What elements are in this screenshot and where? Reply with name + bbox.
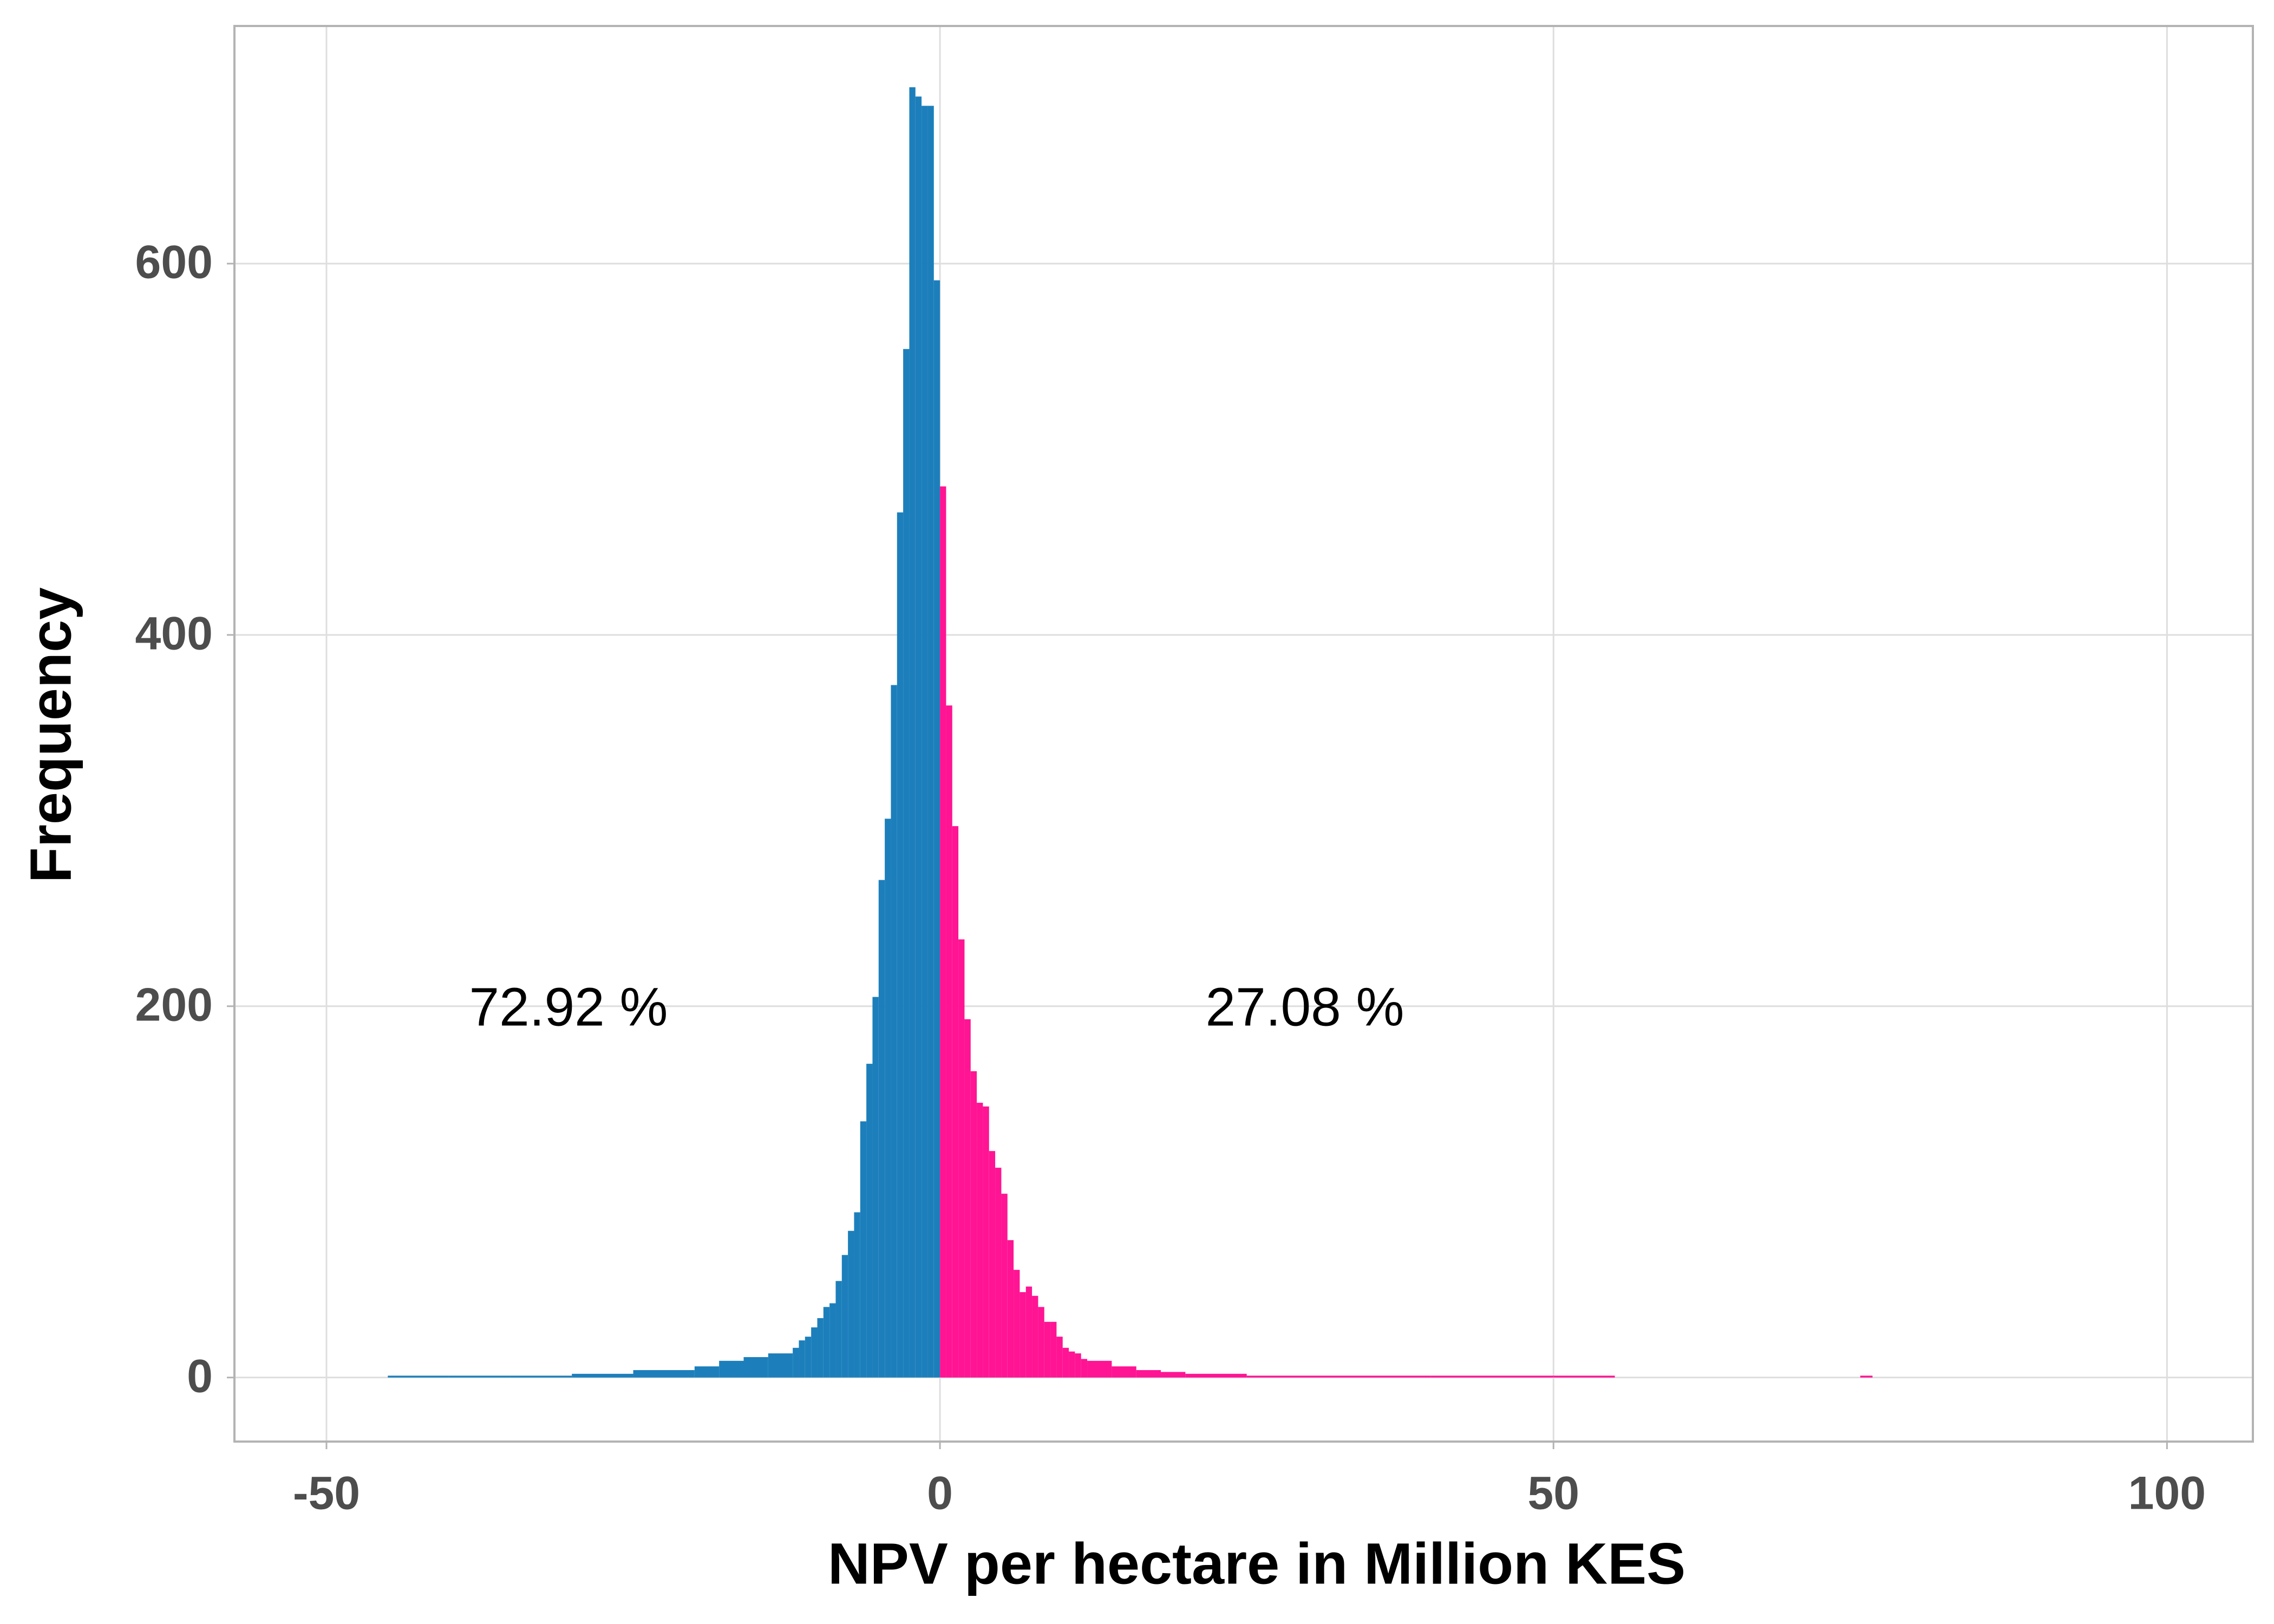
x-axis-title: NPV per hectare in Million KES xyxy=(828,1531,1685,1596)
histogram-bar xyxy=(743,1357,768,1378)
histogram-bar xyxy=(835,1281,842,1378)
histogram-bar xyxy=(1081,1359,1088,1378)
histogram-bar xyxy=(694,1366,720,1378)
histogram-bar xyxy=(915,96,922,1378)
histogram-bar xyxy=(793,1347,799,1378)
histogram-bar xyxy=(872,997,879,1378)
histogram-bar xyxy=(989,1151,996,1378)
histogram-bar xyxy=(891,685,897,1378)
histogram-bar xyxy=(1860,1376,1873,1378)
histogram-bar xyxy=(909,87,916,1378)
histogram-bar xyxy=(823,1307,830,1378)
annotation: 72.92 % xyxy=(469,977,668,1037)
histogram-bar xyxy=(510,1376,572,1378)
histogram-bar xyxy=(964,1019,971,1378)
histogram-bar xyxy=(1014,1269,1020,1378)
histogram-bar xyxy=(1075,1353,1081,1378)
histogram-bar xyxy=(817,1318,824,1378)
histogram-bar xyxy=(719,1360,744,1378)
histogram-bar xyxy=(995,1168,1002,1378)
histogram-bar xyxy=(1007,1240,1014,1378)
histogram-bar xyxy=(866,1064,873,1378)
x-tick-label: 0 xyxy=(927,1468,953,1520)
histogram-bar xyxy=(633,1370,695,1378)
histogram-bar xyxy=(878,880,885,1378)
y-tick-label: 200 xyxy=(135,979,213,1031)
y-tick-label: 0 xyxy=(187,1350,213,1402)
histogram-bar xyxy=(848,1230,854,1378)
histogram-bar xyxy=(1553,1376,1615,1378)
histogram-bar xyxy=(829,1303,836,1378)
histogram-bar xyxy=(977,1103,983,1378)
histogram-bar xyxy=(860,1121,867,1378)
y-tick-label: 400 xyxy=(135,608,213,660)
histogram-bar xyxy=(1038,1307,1044,1378)
histogram-bar xyxy=(940,486,946,1378)
x-tick-label: 50 xyxy=(1527,1468,1579,1520)
histogram-bar xyxy=(1136,1370,1161,1378)
histogram-bar xyxy=(1112,1366,1136,1378)
histogram-bar xyxy=(1069,1351,1075,1378)
histogram-bar xyxy=(1185,1373,1247,1378)
histogram-bar xyxy=(952,826,959,1378)
histogram-bar xyxy=(927,106,934,1378)
histogram-bar xyxy=(388,1376,449,1378)
annotation: 27.08 % xyxy=(1206,977,1404,1037)
histogram-bar xyxy=(1062,1347,1069,1378)
histogram-bar xyxy=(1246,1376,1308,1378)
y-tick-label: 600 xyxy=(135,237,213,289)
histogram-bar xyxy=(1025,1286,1033,1378)
histogram-bar xyxy=(841,1255,848,1378)
histogram-bar xyxy=(885,818,891,1378)
histogram-bar xyxy=(933,280,940,1378)
histogram-bar xyxy=(983,1106,989,1378)
histogram-bar xyxy=(572,1373,633,1378)
histogram-bar xyxy=(449,1376,511,1378)
histogram-bar xyxy=(1430,1376,1554,1378)
histogram-bar xyxy=(1050,1321,1057,1378)
y-axis-title: Frequency xyxy=(18,587,83,883)
histogram-bar xyxy=(946,705,952,1378)
histogram-bar xyxy=(1020,1292,1026,1378)
x-tick-label: -50 xyxy=(293,1468,360,1520)
histogram-bar xyxy=(1087,1360,1112,1378)
histogram-bar xyxy=(1308,1376,1431,1378)
histogram-bar xyxy=(799,1340,805,1378)
histogram-bar xyxy=(903,349,910,1378)
histogram-bar xyxy=(897,512,904,1378)
histogram-bar xyxy=(811,1327,818,1378)
histogram-bar xyxy=(970,1071,977,1378)
histogram-bar xyxy=(1161,1372,1186,1378)
histogram-bar xyxy=(1044,1321,1051,1378)
histogram-bar xyxy=(922,106,928,1378)
histogram-bar xyxy=(1001,1194,1008,1378)
histogram-bar xyxy=(958,939,965,1378)
histogram-bar xyxy=(854,1212,860,1378)
plot-border xyxy=(233,25,2254,1443)
x-tick-label: 100 xyxy=(2128,1468,2206,1520)
histogram-bar xyxy=(768,1353,793,1378)
histogram-bar xyxy=(1032,1295,1038,1378)
histogram-bar xyxy=(805,1337,812,1378)
histogram-bar xyxy=(1056,1337,1063,1378)
